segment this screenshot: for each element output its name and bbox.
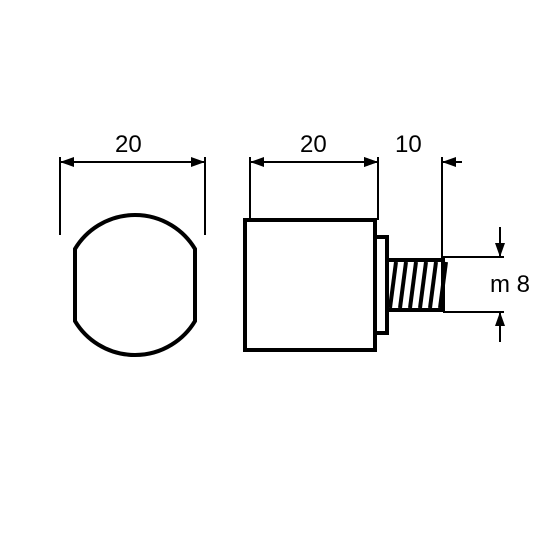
- front-outline: [75, 215, 195, 355]
- side-view: [245, 220, 446, 350]
- dim-circle-dia: 20: [60, 131, 205, 167]
- dim-thread-spec: m 8: [490, 227, 530, 342]
- dim-circle-dia-label: 20: [115, 131, 142, 158]
- dim-thread-len-label: 10: [395, 131, 422, 158]
- dimensions: 20 20 10 m 8: [60, 131, 530, 342]
- dim-body-width-label: 20: [300, 131, 327, 158]
- body-rect: [245, 220, 375, 350]
- dim-thread-spec-label: m 8: [490, 271, 530, 298]
- front-view: [75, 215, 195, 355]
- thread-hatch: [390, 262, 446, 308]
- dimension-drawing: 20 20 10 m 8: [0, 0, 560, 560]
- dim-thread-len: 10: [358, 131, 462, 167]
